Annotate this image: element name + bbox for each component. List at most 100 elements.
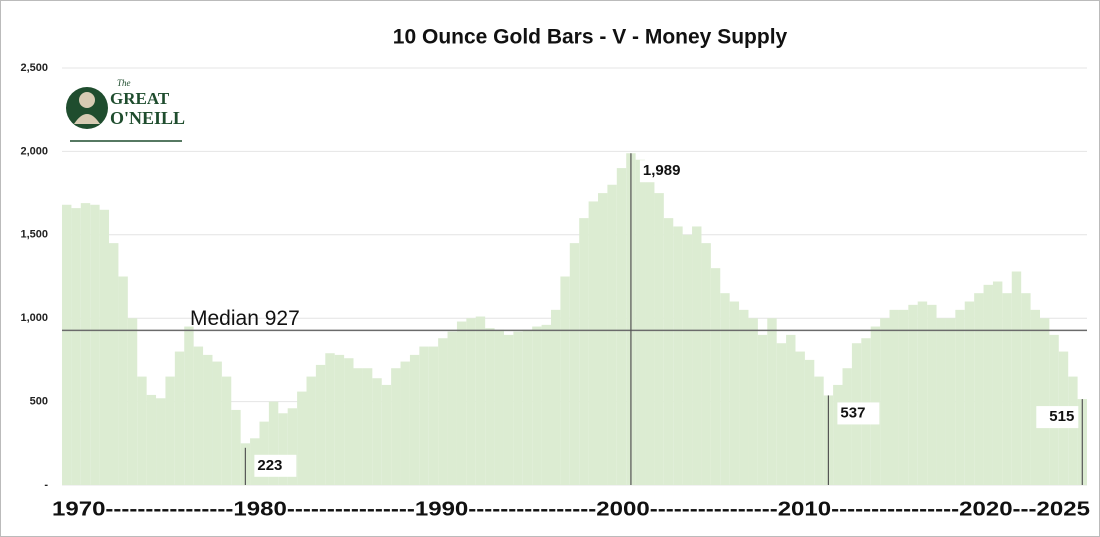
bar — [391, 368, 401, 485]
bar — [287, 408, 298, 485]
bar — [494, 329, 504, 485]
bar — [485, 328, 495, 485]
bar — [438, 338, 448, 485]
bar — [908, 304, 918, 485]
bar — [475, 316, 486, 485]
bar — [212, 361, 222, 485]
bar — [767, 318, 777, 485]
bar — [616, 168, 627, 485]
callout-box — [254, 454, 297, 477]
bar — [118, 276, 128, 485]
bar — [682, 234, 693, 485]
callout-box — [639, 160, 682, 183]
bar — [710, 268, 721, 485]
bar — [936, 318, 946, 485]
callout-label: 1,989 — [643, 162, 681, 179]
bar — [193, 346, 204, 485]
bar — [955, 309, 965, 485]
bar — [532, 326, 542, 485]
bar — [466, 318, 476, 485]
bar — [842, 368, 852, 485]
bar — [400, 361, 410, 485]
logo-face — [79, 92, 95, 108]
bar — [409, 354, 420, 485]
bar — [381, 384, 392, 485]
bar — [137, 376, 147, 485]
bar — [1002, 293, 1012, 485]
bar — [297, 391, 307, 485]
bar — [833, 384, 843, 485]
bar — [447, 331, 457, 485]
y-tick-label: 1,000 — [20, 312, 48, 324]
bar — [1021, 293, 1031, 485]
bar — [974, 293, 984, 485]
bar — [964, 301, 975, 485]
bar — [927, 304, 937, 485]
y-tick-label: - — [44, 479, 48, 491]
bar — [259, 421, 269, 485]
y-tick-label: 2,000 — [20, 145, 48, 157]
bar — [739, 309, 749, 485]
bar — [353, 368, 363, 485]
bar — [635, 159, 646, 486]
bar — [513, 331, 523, 485]
bar — [569, 243, 580, 485]
bar — [889, 309, 899, 485]
bar — [598, 193, 608, 485]
bar — [165, 376, 175, 485]
bar — [814, 376, 824, 485]
bar — [231, 409, 241, 485]
bar — [334, 354, 345, 485]
bar — [579, 218, 589, 485]
bar — [146, 394, 157, 485]
logo-text: GREAT — [110, 89, 170, 108]
bar — [795, 351, 805, 485]
bar — [804, 359, 815, 485]
bar — [776, 343, 787, 485]
callout-box — [1036, 406, 1079, 429]
callout-label: 223 — [257, 457, 282, 474]
bar — [654, 193, 664, 485]
callout-label: 537 — [840, 404, 865, 421]
bar — [127, 318, 138, 485]
plot-area: - 500 1,000 1,500 2,000 2,500 Median 927 223 1,9… — [20, 62, 1087, 491]
bar — [503, 334, 514, 485]
bar — [541, 324, 551, 485]
bar — [203, 354, 213, 485]
y-tick-label: 500 — [30, 396, 48, 408]
bar — [692, 226, 702, 485]
bar — [729, 301, 740, 485]
bar — [90, 204, 100, 485]
logo-text: O'NEILL — [110, 108, 185, 128]
bar — [419, 346, 429, 485]
bar — [701, 243, 711, 485]
bar — [372, 378, 382, 485]
bar — [1068, 376, 1078, 485]
chart-title: 10 Ounce Gold Bars - V - Money Supply — [393, 26, 788, 49]
bar — [898, 309, 909, 485]
bar — [983, 284, 993, 485]
callout-box — [837, 402, 880, 425]
bar — [880, 318, 890, 485]
bar — [917, 301, 928, 485]
callout-label: 515 — [1049, 408, 1074, 425]
bar — [992, 281, 1003, 485]
bar — [663, 218, 674, 485]
bar — [757, 334, 768, 485]
logo: The GREAT O'NEILL — [66, 78, 185, 142]
bar — [560, 276, 570, 485]
bar — [325, 353, 335, 485]
bar — [456, 321, 467, 485]
logo-text: The — [117, 78, 131, 88]
bar — [71, 208, 81, 485]
bar — [156, 398, 166, 485]
bar — [607, 184, 617, 485]
bar — [522, 329, 533, 485]
y-tick-label: 1,500 — [20, 229, 48, 241]
bar — [1039, 318, 1050, 485]
bar — [62, 204, 72, 485]
bar — [184, 326, 194, 485]
bar — [720, 293, 730, 485]
bar — [945, 318, 956, 485]
